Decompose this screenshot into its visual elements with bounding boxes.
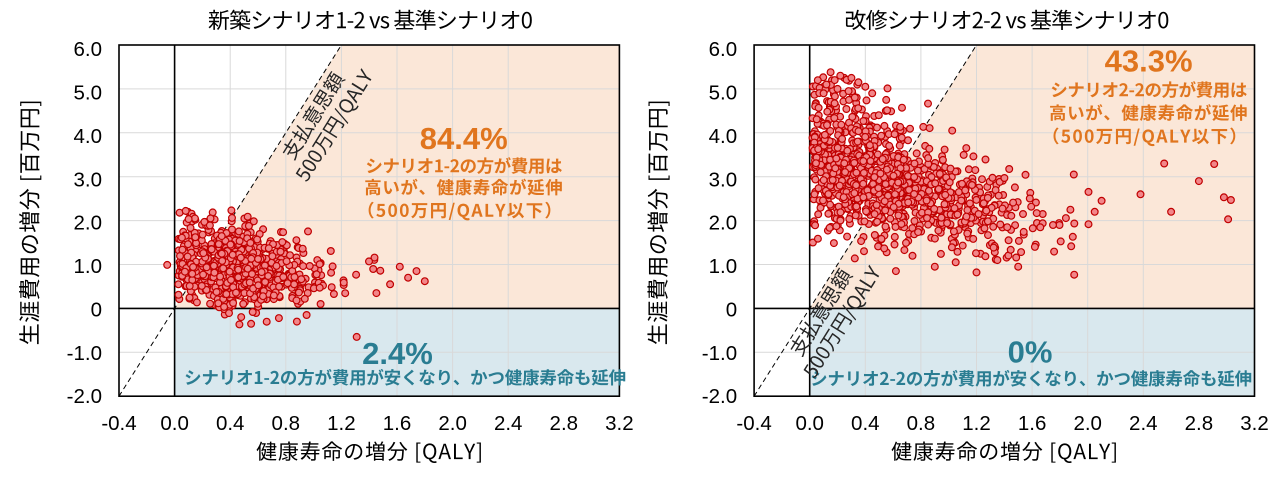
svg-text:0.0: 0.0 bbox=[795, 412, 824, 435]
svg-text:2.0: 2.0 bbox=[1073, 412, 1102, 435]
svg-text:2.0: 2.0 bbox=[709, 212, 738, 235]
svg-text:-0.4: -0.4 bbox=[101, 412, 136, 435]
svg-text:6.0: 6.0 bbox=[74, 38, 103, 61]
svg-text:2.4: 2.4 bbox=[494, 412, 523, 435]
svg-text:0.8: 0.8 bbox=[272, 412, 301, 435]
svg-text:2.8: 2.8 bbox=[1185, 412, 1214, 435]
svg-text:0.0: 0.0 bbox=[160, 412, 189, 435]
svg-text:1.0: 1.0 bbox=[74, 255, 103, 278]
svg-text:-1.0: -1.0 bbox=[702, 342, 737, 365]
svg-text:-1.0: -1.0 bbox=[67, 342, 102, 365]
svg-text:-2.0: -2.0 bbox=[702, 385, 737, 408]
svg-text:0: 0 bbox=[91, 298, 102, 321]
svg-text:0: 0 bbox=[726, 298, 737, 321]
svg-text:2.0: 2.0 bbox=[74, 212, 103, 235]
svg-text:2.4: 2.4 bbox=[1129, 412, 1158, 435]
svg-text:-0.4: -0.4 bbox=[736, 412, 771, 435]
svg-text:5.0: 5.0 bbox=[709, 82, 738, 105]
svg-text:1.2: 1.2 bbox=[962, 412, 991, 435]
svg-text:1.2: 1.2 bbox=[327, 412, 356, 435]
svg-text:3.2: 3.2 bbox=[1240, 412, 1269, 435]
svg-text:3.0: 3.0 bbox=[709, 168, 738, 191]
svg-text:6.0: 6.0 bbox=[709, 38, 738, 61]
svg-text:4.0: 4.0 bbox=[74, 125, 103, 148]
svg-text:5.0: 5.0 bbox=[74, 82, 103, 105]
svg-text:2.8: 2.8 bbox=[550, 412, 579, 435]
svg-text:1.6: 1.6 bbox=[1018, 412, 1047, 435]
svg-text:84.4%: 84.4% bbox=[420, 121, 508, 156]
svg-text:0.4: 0.4 bbox=[216, 412, 245, 435]
svg-text:43.3%: 43.3% bbox=[1105, 44, 1193, 79]
svg-text:2.4%: 2.4% bbox=[362, 336, 433, 371]
svg-text:0.4: 0.4 bbox=[851, 412, 880, 435]
svg-text:1.6: 1.6 bbox=[383, 412, 412, 435]
svg-text:2.0: 2.0 bbox=[438, 412, 467, 435]
svg-text:3.2: 3.2 bbox=[605, 412, 634, 435]
svg-text:4.0: 4.0 bbox=[709, 125, 738, 148]
svg-text:0%: 0% bbox=[1008, 335, 1053, 370]
svg-text:0.8: 0.8 bbox=[907, 412, 936, 435]
svg-text:3.0: 3.0 bbox=[74, 168, 103, 191]
svg-text:-2.0: -2.0 bbox=[67, 385, 102, 408]
svg-text:1.0: 1.0 bbox=[709, 255, 738, 278]
